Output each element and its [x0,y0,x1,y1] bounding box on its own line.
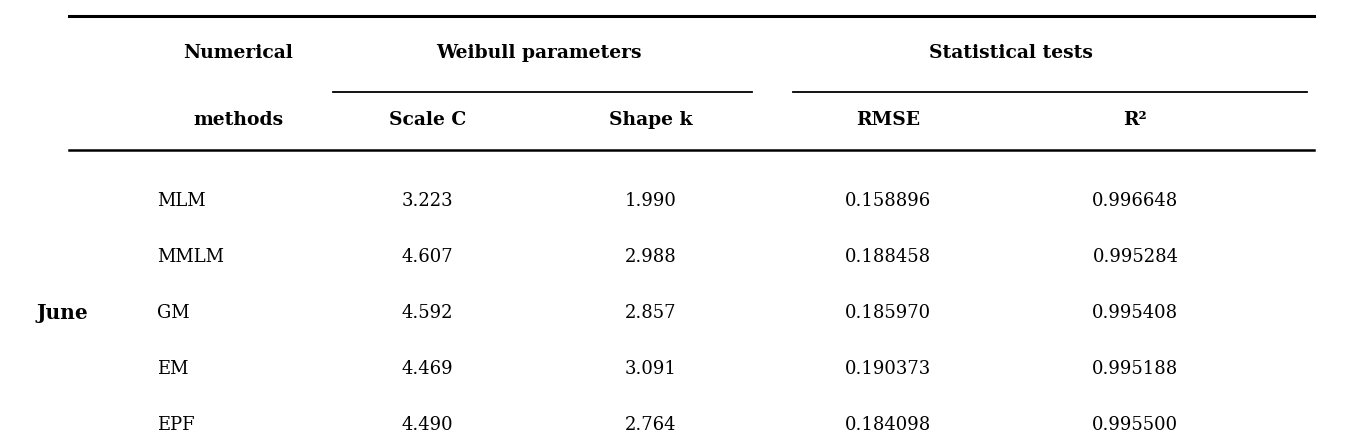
Text: 0.995284: 0.995284 [1093,248,1178,267]
Text: 0.995500: 0.995500 [1093,416,1178,434]
Text: MMLM: MMLM [157,248,224,267]
Text: 0.185970: 0.185970 [845,304,930,323]
Text: 4.469: 4.469 [401,360,453,378]
Text: 3.223: 3.223 [401,192,453,211]
Text: Scale C: Scale C [389,111,466,129]
Text: RMSE: RMSE [856,111,919,129]
Text: 1.990: 1.990 [625,192,677,211]
Text: R²: R² [1124,111,1147,129]
Text: GM: GM [157,304,190,323]
Text: EPF: EPF [157,416,195,434]
Text: 0.996648: 0.996648 [1093,192,1178,211]
Text: 2.988: 2.988 [625,248,677,267]
Text: Weibull parameters: Weibull parameters [435,44,641,62]
Text: 0.188458: 0.188458 [845,248,930,267]
Text: 4.490: 4.490 [401,416,453,434]
Text: 0.158896: 0.158896 [845,192,930,211]
Text: 4.592: 4.592 [401,304,453,323]
Text: Shape k: Shape k [609,111,693,129]
Text: 2.764: 2.764 [625,416,677,434]
Text: 2.857: 2.857 [625,304,677,323]
Text: June: June [37,303,88,323]
Text: Numerical: Numerical [183,44,293,62]
Text: 0.190373: 0.190373 [845,360,930,378]
Text: methods: methods [193,111,283,129]
Text: 0.995188: 0.995188 [1093,360,1178,378]
Text: 0.184098: 0.184098 [845,416,930,434]
Text: MLM: MLM [157,192,206,211]
Text: EM: EM [157,360,188,378]
Text: 0.995408: 0.995408 [1093,304,1178,323]
Text: 4.607: 4.607 [401,248,453,267]
Text: 3.091: 3.091 [625,360,677,378]
Text: Statistical tests: Statistical tests [929,44,1093,62]
